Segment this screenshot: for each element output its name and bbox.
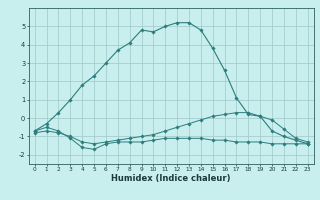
X-axis label: Humidex (Indice chaleur): Humidex (Indice chaleur) [111, 174, 231, 183]
